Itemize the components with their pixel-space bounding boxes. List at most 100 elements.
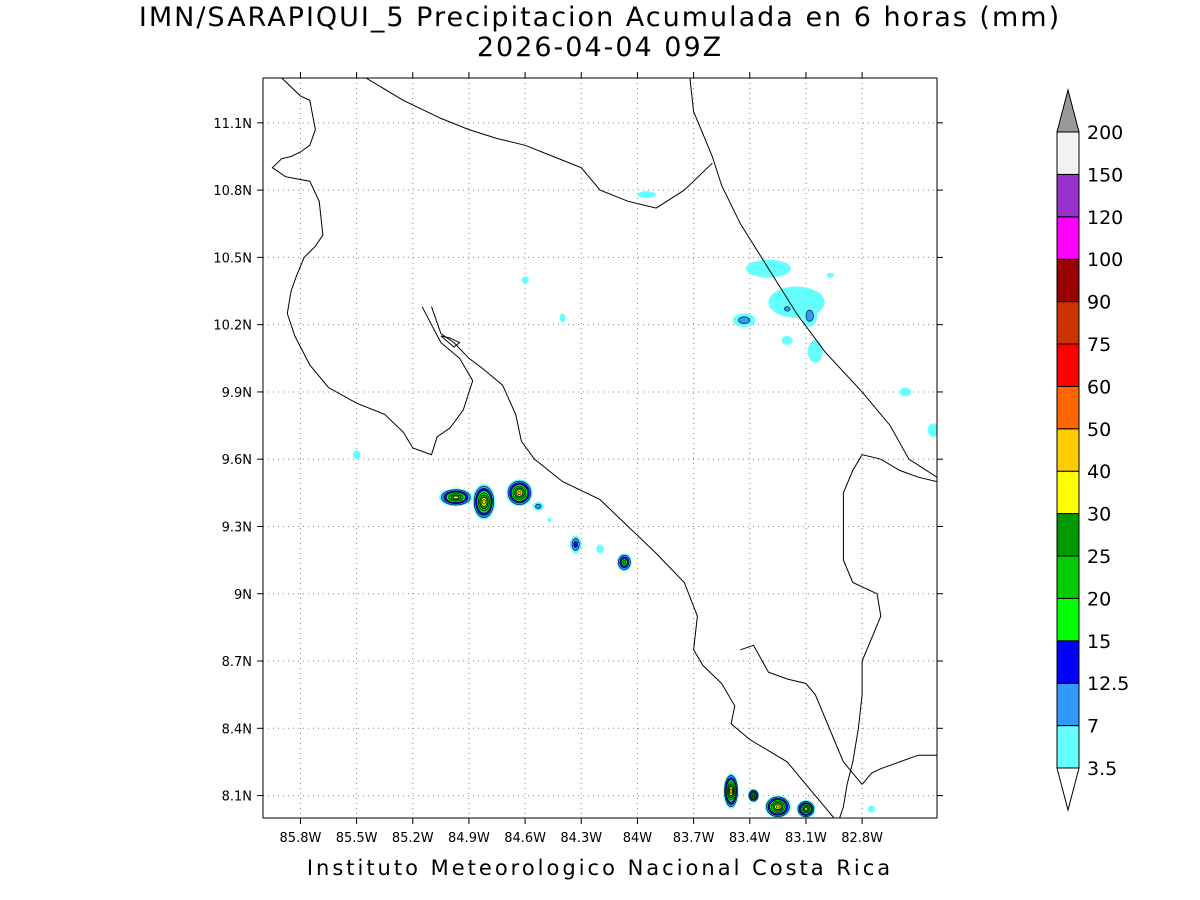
precip-cell [637, 191, 657, 198]
x-tick-label: 83.4W [729, 831, 771, 846]
y-tick-label: 8.4N [222, 722, 252, 737]
colorbar-box-60 [1056, 343, 1080, 387]
precip-level-3.5 [867, 805, 876, 813]
colorbar-label: 3.5 [1087, 758, 1117, 780]
y-tick-label: 9N [234, 588, 252, 603]
coastline [740, 644, 863, 785]
precip-level-3.5 [521, 276, 529, 284]
precip-level-40 [775, 805, 780, 809]
precip-cell [472, 483, 496, 520]
precip-cell [352, 450, 361, 460]
coastline [431, 306, 835, 818]
chart-title: IMN/SARAPIQUI_5 Precipitacion Acumulada … [138, 2, 1062, 33]
colorbar-box-15 [1056, 597, 1080, 642]
x-tick-label: 83.7W [673, 831, 715, 846]
precip-cell [764, 795, 791, 818]
colorbar-label: 200 [1087, 122, 1123, 144]
precip-level-3.5 [559, 313, 566, 323]
colorbar-box-30 [1056, 470, 1080, 515]
x-tick-label: 84.9W [448, 831, 490, 846]
y-tick-label: 8.1N [222, 790, 252, 805]
precip-level-7 [805, 309, 814, 322]
x-tick-label: 85.5W [336, 831, 378, 846]
coastline [365, 78, 713, 209]
precip-level-40 [517, 490, 522, 495]
colorbar-box-25 [1056, 513, 1080, 557]
precip-level-3.5 [596, 544, 604, 554]
precip-cell [570, 535, 582, 554]
coastline [839, 454, 937, 818]
precip-cell [826, 273, 835, 278]
x-tick-label: 84W [623, 831, 653, 846]
precip-cell [438, 488, 473, 507]
precip-level-3.5 [352, 450, 361, 460]
colorbar: 3.5 7 12.5 15 20 25 30 40 50 60 75 90 100 120 150 200 [1056, 88, 1129, 812]
y-tick-label: 9.3N [222, 520, 252, 535]
precip-cell [747, 788, 760, 803]
map-frame [262, 77, 938, 819]
colorbar-label: 40 [1087, 461, 1111, 483]
colorbar-label: 12.5 [1087, 673, 1129, 695]
colorbar-label: 100 [1087, 249, 1123, 271]
x-tick-label: 85.8W [280, 831, 322, 846]
colorbar-box-7 [1056, 682, 1080, 727]
colorbar-box-100 [1056, 216, 1080, 260]
precip-cell [547, 517, 552, 522]
y-tick-label: 9.9N [222, 386, 252, 401]
precip-level-7 [738, 316, 751, 324]
colorbar-label: 150 [1087, 164, 1123, 186]
coastline [440, 335, 461, 348]
precip-level-20 [622, 560, 627, 565]
y-tick-label: 10.5N [213, 251, 252, 266]
footer-credit: Instituto Meteorologico Nacional Costa R… [306, 856, 894, 880]
precip-cell [781, 335, 793, 345]
x-tick-label: 85.2W [392, 831, 434, 846]
colorbar-box-20 [1056, 555, 1080, 599]
coastline [689, 78, 937, 478]
precip-level-3.5 [781, 335, 793, 345]
colorbar-bottom-arrow [1056, 767, 1080, 812]
precip-level-3.5 [899, 387, 911, 397]
colorbar-box-90 [1056, 258, 1080, 303]
precip-cell [796, 800, 816, 818]
y-tick-label: 10.2N [213, 319, 252, 334]
precip-level-7 [535, 503, 542, 509]
precip-level-12.5 [573, 541, 578, 548]
x-tick-label: 84.6W [504, 831, 546, 846]
precip-cell [506, 479, 533, 507]
precip-cell [616, 553, 632, 572]
precip-cell [807, 340, 823, 363]
colorbar-box-50 [1056, 385, 1080, 430]
precip-cell [802, 304, 818, 327]
precip-level-30 [804, 807, 808, 811]
colorbar-label: 25 [1087, 546, 1111, 568]
precip-cell [532, 501, 544, 511]
x-tick-label: 83.1W [785, 831, 827, 846]
coastline [271, 78, 474, 456]
coastline [861, 754, 937, 785]
y-tick-label: 9.6N [222, 453, 252, 468]
colorbar-label: 75 [1087, 334, 1111, 356]
x-tick-label: 84.3W [560, 831, 602, 846]
colorbar-box-12.5 [1056, 640, 1080, 684]
precip-cell [559, 313, 566, 323]
precip-level-40 [729, 788, 733, 794]
y-tick-label: 11.1N [213, 117, 252, 132]
map-axes: 85.8W 85.5W 85.2W 84.9W 84.6W 84.3W 84W 83.7W 83… [213, 72, 943, 846]
precip-cell [781, 304, 793, 314]
colorbar-box-75 [1056, 301, 1080, 345]
colorbar-box-3.5 [1056, 725, 1080, 769]
precip-level-3.5 [807, 340, 823, 363]
precip-contours [352, 191, 937, 818]
precip-cell [521, 276, 529, 284]
colorbar-label: 20 [1087, 588, 1111, 610]
colorbar-label: 90 [1087, 292, 1111, 314]
precip-cell [899, 387, 911, 397]
y-tick-label: 8.7N [222, 655, 252, 670]
precip-level-3.5 [547, 517, 552, 522]
precip-level-25 [752, 794, 756, 798]
precip-cell [927, 423, 937, 437]
colorbar-label: 30 [1087, 504, 1111, 526]
precip-cell [723, 773, 739, 810]
